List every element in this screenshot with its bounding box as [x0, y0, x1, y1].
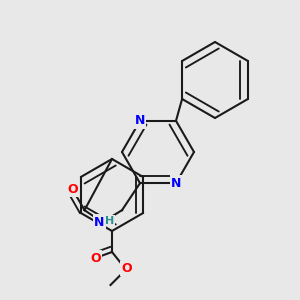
Text: O: O — [67, 183, 78, 196]
Text: N: N — [135, 114, 145, 127]
Text: O: O — [90, 251, 101, 265]
Text: H: H — [105, 216, 115, 226]
Text: N: N — [94, 216, 105, 229]
Text: O: O — [122, 262, 132, 275]
Text: N: N — [171, 177, 181, 190]
